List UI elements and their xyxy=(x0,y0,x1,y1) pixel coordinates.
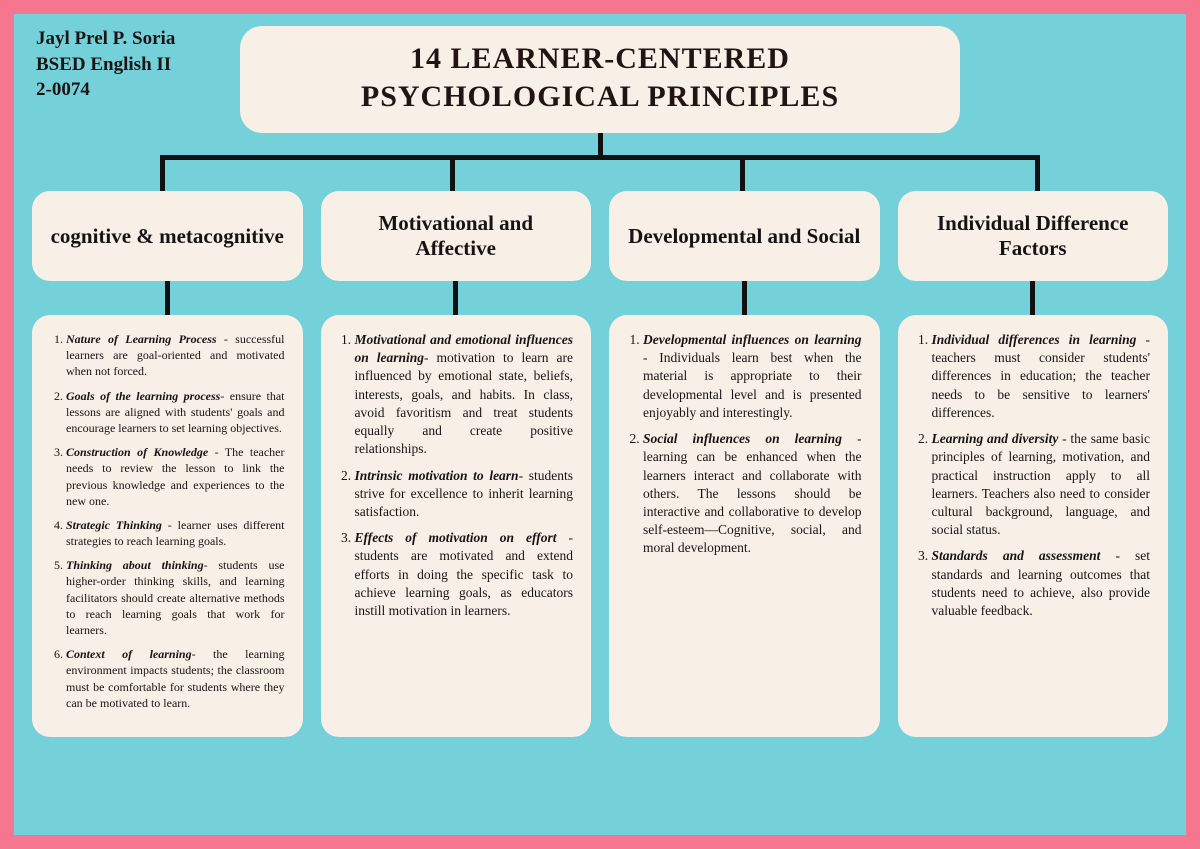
branch-vline-1 xyxy=(160,155,165,191)
branch-connector xyxy=(32,281,303,315)
principle-term: Individual differences in learning xyxy=(932,332,1137,347)
principle-term: Goals of the learning process xyxy=(66,389,220,403)
principle-desc: - motivation to learn are influenced by … xyxy=(355,350,574,456)
list-item: Motivational and emotional influences on… xyxy=(355,331,574,459)
list-item: Construction of Knowledge - The teacher … xyxy=(66,444,285,509)
branch-body: Nature of Learning Process - successful … xyxy=(32,315,303,737)
title-box: 14 LEARNER-CENTERED PSYCHOLOGICAL PRINCI… xyxy=(240,26,960,133)
canvas: Jayl Prel P. Soria BSED English II 2-007… xyxy=(14,14,1186,835)
student-info: Jayl Prel P. Soria BSED English II 2-007… xyxy=(36,26,175,103)
list-item: Intrinsic motivation to learn- students … xyxy=(355,467,574,522)
principle-term: Construction of Knowledge xyxy=(66,445,208,459)
list-item: Effects of motivation on effort - studen… xyxy=(355,529,574,620)
principle-term: Thinking about thinking xyxy=(66,558,204,572)
branches-row: cognitive & metacognitive Nature of Learn… xyxy=(32,191,1168,737)
branch-vline-4 xyxy=(1035,155,1040,191)
list-item: Nature of Learning Process - successful … xyxy=(66,331,285,380)
principles-list: Motivational and emotional influences on… xyxy=(339,331,574,620)
branch-vline-2 xyxy=(450,155,455,191)
branch-body: Individual differences in learning - tea… xyxy=(898,315,1169,737)
list-item: Goals of the learning process- ensure th… xyxy=(66,388,285,437)
list-item: Learning and diversity - the same basic … xyxy=(932,430,1151,539)
outer-frame: Jayl Prel P. Soria BSED English II 2-007… xyxy=(0,0,1200,849)
principle-term: Effects of motivation on effort xyxy=(355,530,557,545)
branch: Developmental and Social Developmental in… xyxy=(609,191,880,737)
branch-heading: Developmental and Social xyxy=(609,191,880,281)
principle-term: Strategic Thinking xyxy=(66,518,162,532)
branch-heading: cognitive & metacognitive xyxy=(32,191,303,281)
principle-term: Developmental influences on learning xyxy=(643,332,862,347)
student-name: Jayl Prel P. Soria xyxy=(36,26,175,52)
principles-list: Nature of Learning Process - successful … xyxy=(50,331,285,711)
principle-desc: - the same basic principles of learning,… xyxy=(932,431,1151,537)
principles-list: Individual differences in learning - tea… xyxy=(916,331,1151,620)
branch-vline-3 xyxy=(740,155,745,191)
branch: cognitive & metacognitive Nature of Learn… xyxy=(32,191,303,737)
principle-term: Intrinsic motivation to learn xyxy=(355,468,519,483)
principle-desc: - Individuals learn best when the materi… xyxy=(643,350,862,420)
list-item: Developmental influences on learning - I… xyxy=(643,331,862,422)
list-item: Thinking about thinking- students use hi… xyxy=(66,557,285,638)
principle-term: Learning and diversity xyxy=(932,431,1059,446)
principle-term: Nature of Learning Process xyxy=(66,332,217,346)
list-item: Context of learning- the learning enviro… xyxy=(66,646,285,711)
branch: Individual Difference Factors Individual … xyxy=(898,191,1169,737)
list-item: Strategic Thinking - learner uses differ… xyxy=(66,517,285,549)
branch: Motivational and Affective Motivational a… xyxy=(321,191,592,737)
branch-connector xyxy=(898,281,1169,315)
page-title: 14 LEARNER-CENTERED PSYCHOLOGICAL PRINCI… xyxy=(270,40,930,115)
branch-body: Motivational and emotional influences on… xyxy=(321,315,592,737)
principle-term: Standards and assessment xyxy=(932,548,1101,563)
principle-term: Context of learning xyxy=(66,647,192,661)
principle-desc: - learning can be enhanced when the lear… xyxy=(643,431,862,555)
list-item: Individual differences in learning - tea… xyxy=(932,331,1151,422)
student-course: BSED English II xyxy=(36,52,175,78)
root-vline xyxy=(598,133,603,155)
principles-list: Developmental influences on learning - I… xyxy=(627,331,862,558)
list-item: Social influences on learning - learning… xyxy=(643,430,862,558)
student-id: 2-0074 xyxy=(36,77,175,103)
branch-connector xyxy=(321,281,592,315)
hline xyxy=(160,155,1040,160)
branch-body: Developmental influences on learning - I… xyxy=(609,315,880,737)
list-item: Standards and assessment - set standards… xyxy=(932,547,1151,620)
principle-term: Social influences on learning xyxy=(643,431,842,446)
branch-heading: Motivational and Affective xyxy=(321,191,592,281)
branch-connector xyxy=(609,281,880,315)
tree-connector xyxy=(32,133,1168,191)
branch-heading: Individual Difference Factors xyxy=(898,191,1169,281)
